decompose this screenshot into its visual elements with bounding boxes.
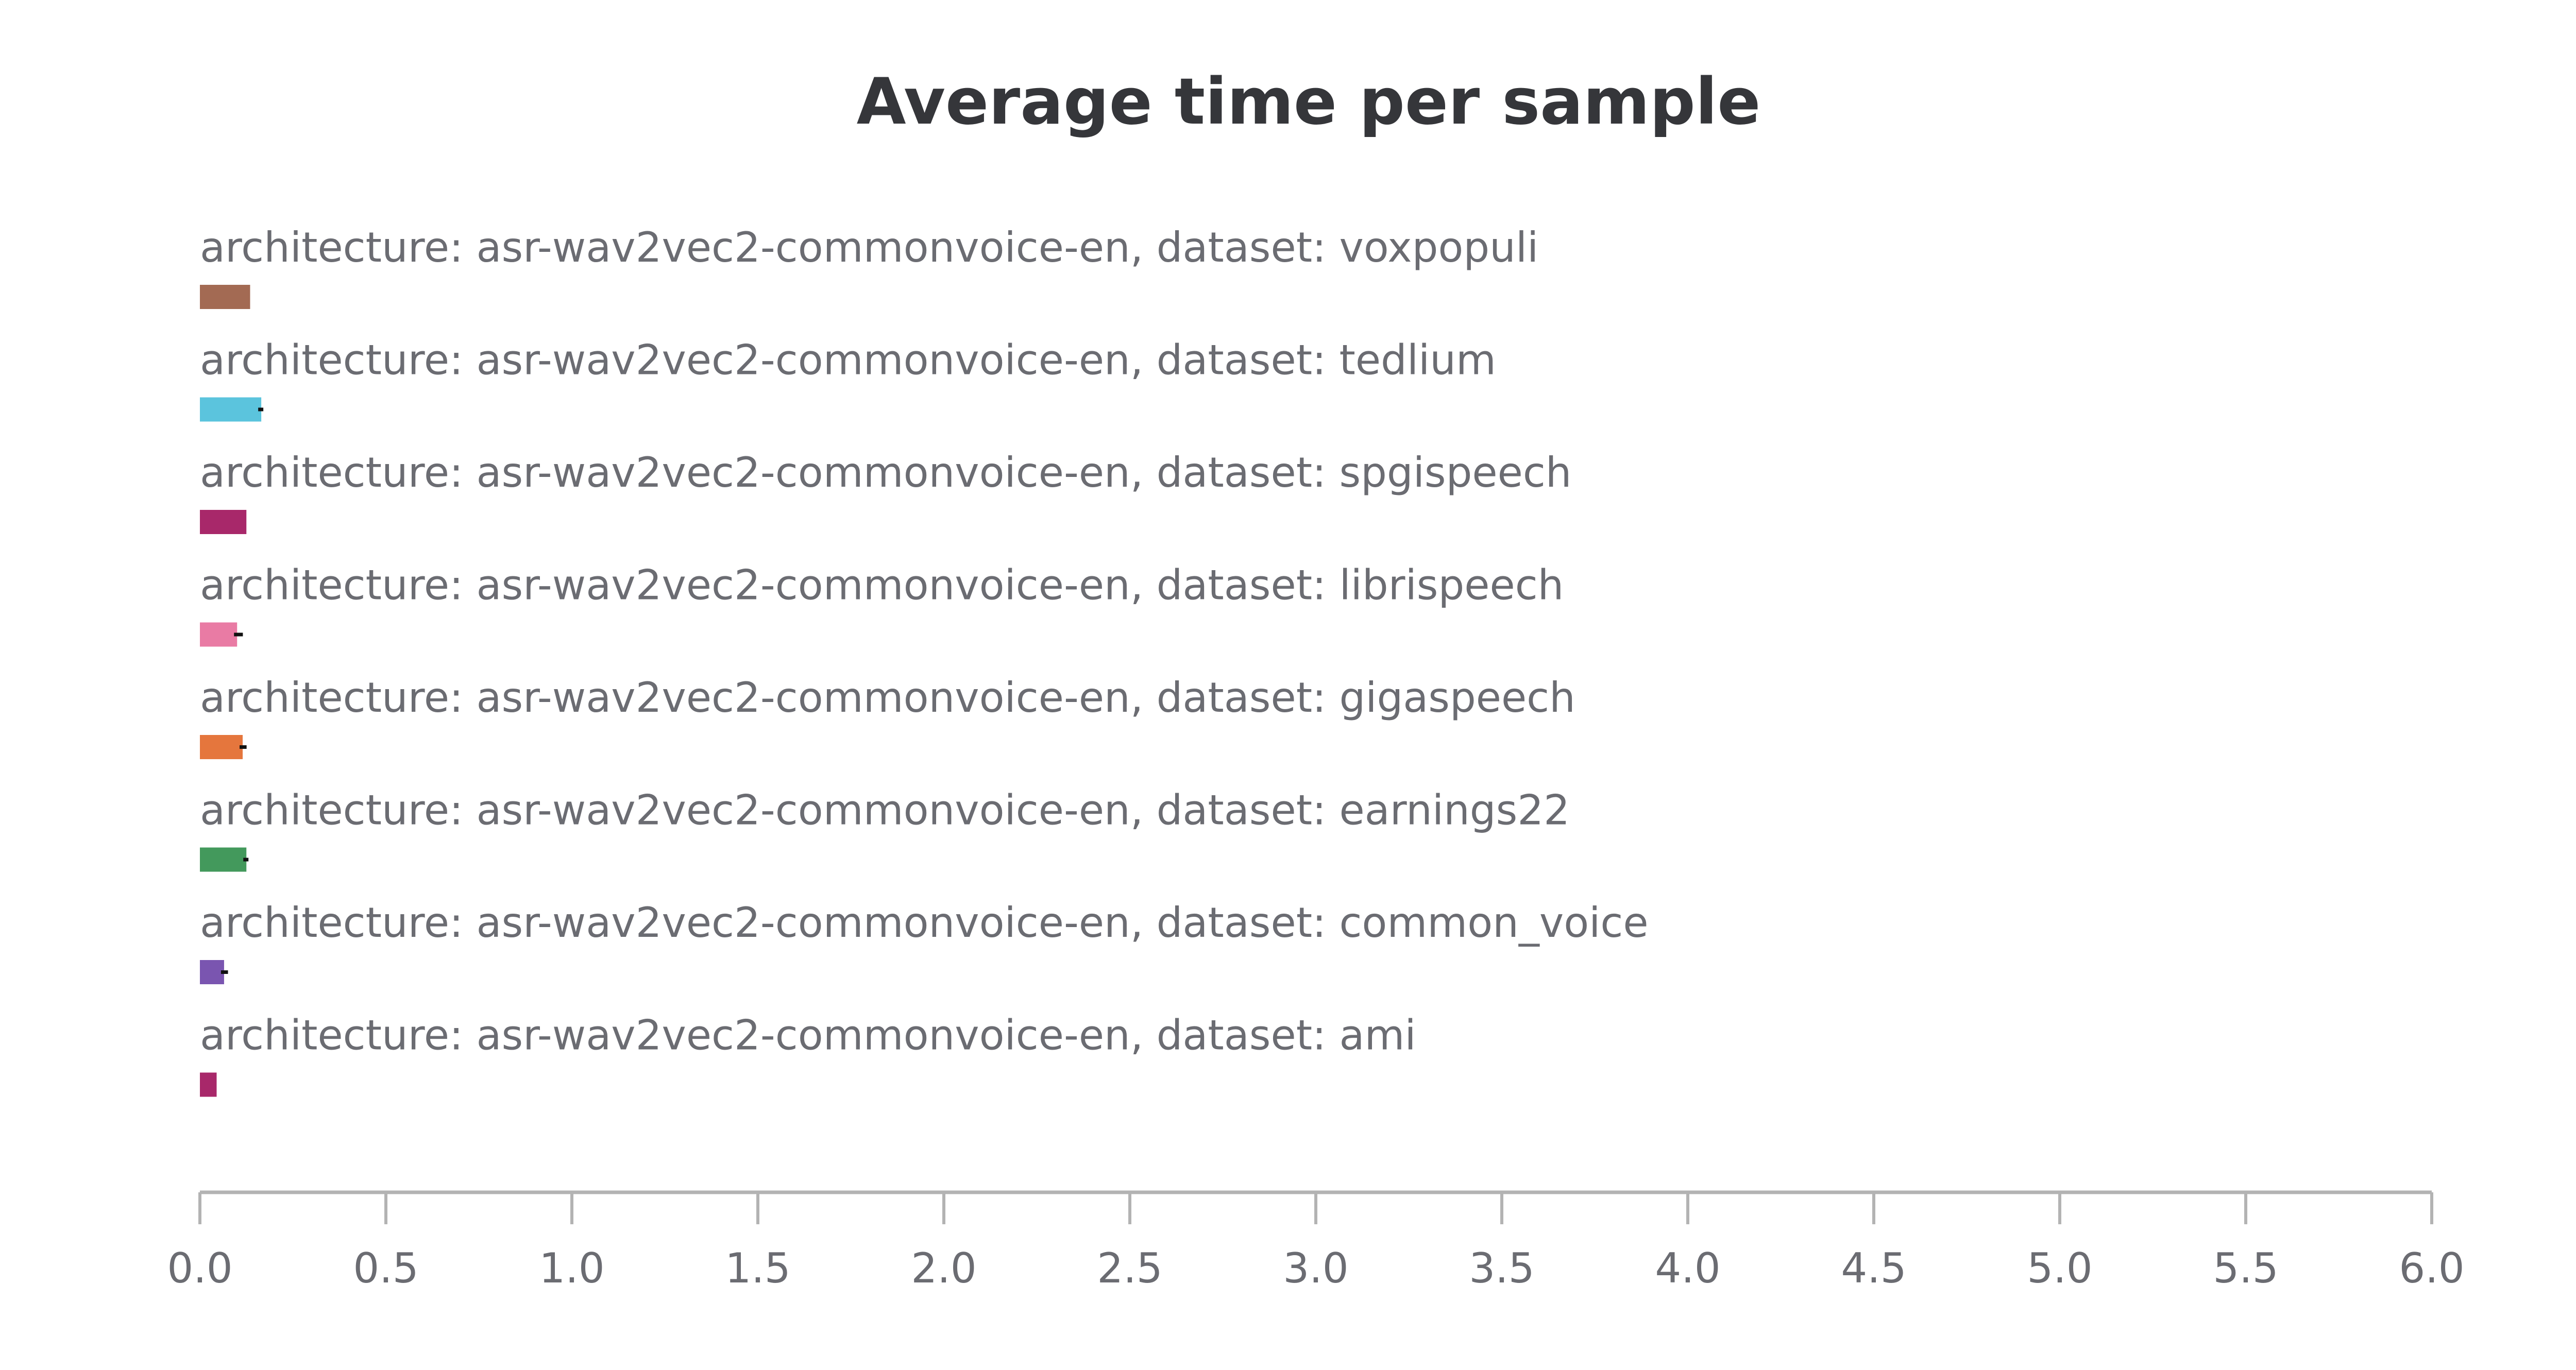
bar-rows: architecture: asr-wav2vec2-commonvoice-e… — [200, 224, 1649, 1097]
x-tick-label: 3.0 — [1283, 1244, 1348, 1292]
x-tick-label: 4.0 — [1655, 1244, 1720, 1292]
x-tick-label: 1.5 — [725, 1244, 790, 1292]
bar-label: architecture: asr-wav2vec2-commonvoice-e… — [200, 786, 1570, 834]
bar — [200, 847, 247, 872]
x-tick-label: 5.0 — [2027, 1244, 2092, 1292]
bar — [200, 622, 238, 647]
bar-label: architecture: asr-wav2vec2-commonvoice-e… — [200, 449, 1572, 496]
x-tick-label: 1.0 — [539, 1244, 604, 1292]
x-tick-label: 0.5 — [353, 1244, 418, 1292]
bar — [200, 285, 250, 309]
bar — [200, 735, 243, 759]
bar — [200, 1072, 217, 1097]
bar — [200, 510, 247, 534]
x-tick-label: 5.5 — [2213, 1244, 2278, 1292]
chart-title: Average time per sample — [857, 65, 1761, 139]
x-axis: 0.0 0.5 1.0 1.5 2.0 2.5 3.0 3.5 4.0 4.5 5.0 5.5 6.0 — [167, 1190, 2465, 1292]
bar-label: architecture: asr-wav2vec2-commonvoice-e… — [200, 1012, 1416, 1059]
x-tick-label: 2.5 — [1097, 1244, 1162, 1292]
bar-label: architecture: asr-wav2vec2-commonvoice-e… — [200, 336, 1496, 384]
bar-label: architecture: asr-wav2vec2-commonvoice-e… — [200, 899, 1649, 947]
bar — [200, 960, 224, 984]
x-tick-label: 2.0 — [911, 1244, 976, 1292]
x-tick-label: 4.5 — [1841, 1244, 1906, 1292]
x-tick-label: 3.5 — [1469, 1244, 1534, 1292]
bar-label: architecture: asr-wav2vec2-commonvoice-e… — [200, 561, 1564, 609]
x-tick-label: 0.0 — [167, 1244, 232, 1292]
x-tick-label: 6.0 — [2399, 1244, 2464, 1292]
bar-label: architecture: asr-wav2vec2-commonvoice-e… — [200, 674, 1575, 722]
bar-label: architecture: asr-wav2vec2-commonvoice-e… — [200, 224, 1538, 271]
bar — [200, 397, 262, 422]
